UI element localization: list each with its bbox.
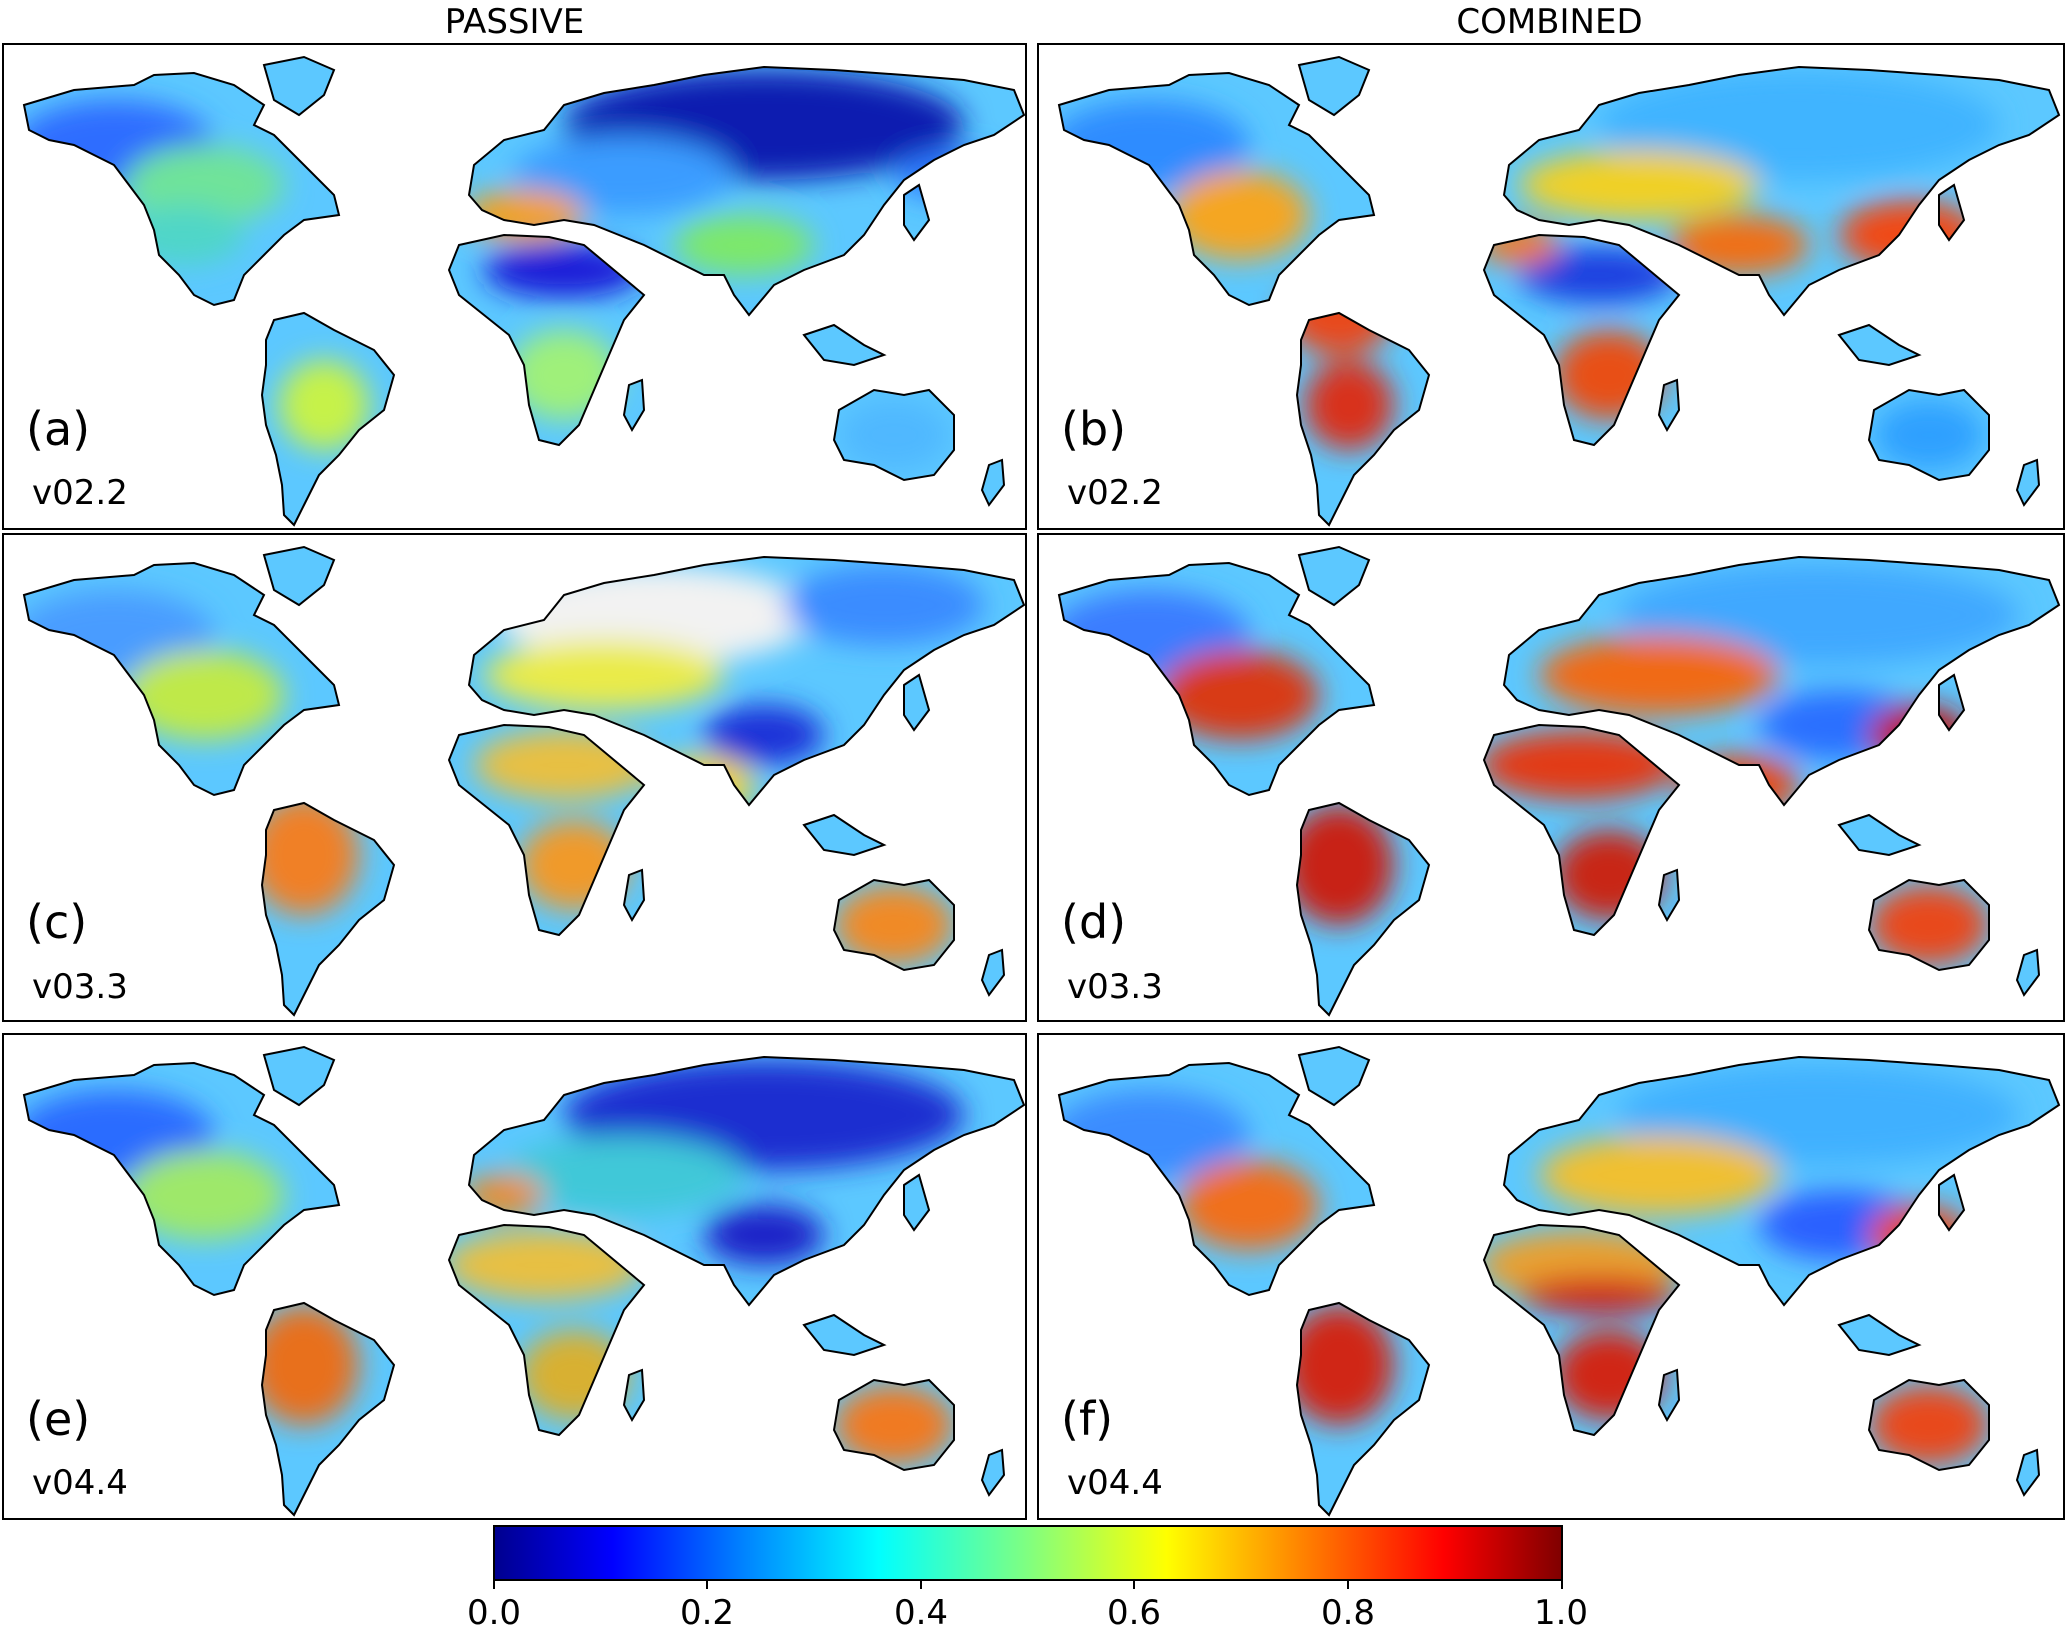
coastline-greenland <box>1297 55 1371 117</box>
version-label: v03.3 <box>32 967 128 1007</box>
coastline-madagascar <box>622 1368 646 1423</box>
map-panel-b: (b) v02.2 <box>1037 43 2065 530</box>
coastline-newZealand <box>980 948 1006 997</box>
coastline-seAsia <box>1837 813 1922 857</box>
column-title-combined: COMBINED <box>1456 2 1643 42</box>
coastline-madagascar <box>1657 1368 1681 1423</box>
coastline-africa <box>447 233 646 447</box>
coastline-eurasia <box>467 555 1025 807</box>
coastline-eurasia <box>467 65 1025 317</box>
coastline-eurasia <box>467 1055 1025 1307</box>
coastline-japan <box>1938 183 1966 242</box>
colorbar: 0.0 0.2 0.4 0.6 0.8 1.0 <box>467 1525 1588 1633</box>
coastline-japan <box>903 673 931 732</box>
coastline-madagascar <box>622 868 646 923</box>
version-label: v04.4 <box>1067 1463 1163 1503</box>
coastline-northAmerica <box>1057 1061 1376 1297</box>
coastline-australia <box>832 878 955 972</box>
coastline-japan <box>1938 1173 1966 1232</box>
coastline-northAmerica <box>22 561 341 797</box>
coastline-greenland <box>262 1045 336 1107</box>
version-label: v04.4 <box>32 1463 128 1503</box>
coastline-africa <box>1482 233 1681 447</box>
colorbar-tick <box>706 1579 708 1589</box>
coastline-northAmerica <box>1057 71 1376 307</box>
panel-label: (f) <box>1061 1392 1114 1446</box>
coastline-japan <box>903 183 931 242</box>
map-panel-e: (e) v04.4 <box>2 1033 1027 1520</box>
coastline-southAmerica <box>1295 1301 1431 1517</box>
coastline-africa <box>447 723 646 937</box>
coastline-seAsia <box>802 1313 887 1357</box>
coastline-eurasia <box>1502 555 2061 807</box>
map-panel-a: (a) v02.2 <box>2 43 1027 530</box>
colorbar-tick <box>493 1579 495 1589</box>
map-panel-c: (c) v03.3 <box>2 533 1027 1022</box>
version-label: v02.2 <box>32 473 128 513</box>
coastline-newZealand <box>2015 458 2041 507</box>
coastline-australia <box>1867 878 1990 972</box>
coastline-newZealand <box>980 1448 1006 1497</box>
coastline-africa <box>1482 1223 1681 1437</box>
panel-label: (e) <box>26 1392 91 1446</box>
colorbar-tick <box>1561 1579 1563 1589</box>
coastline-greenland <box>1297 1045 1371 1107</box>
panel-label: (c) <box>26 895 88 949</box>
coastline-seAsia <box>802 323 887 367</box>
colorbar-tick-label: 0.4 <box>893 1593 949 1633</box>
colorbar-tick <box>1347 1579 1349 1589</box>
coastline-australia <box>832 1378 955 1472</box>
coastline-greenland <box>262 55 336 117</box>
colorbar-tick-label: 0.2 <box>679 1593 735 1633</box>
coastline-seAsia <box>802 813 887 857</box>
coastline-southAmerica <box>260 1301 396 1517</box>
colorbar-tick-label: 0.6 <box>1106 1593 1162 1633</box>
coastline-newZealand <box>2015 1448 2041 1497</box>
colorbar-gradient <box>493 1525 1563 1581</box>
coastline-southAmerica <box>260 311 396 527</box>
coastline-eurasia <box>1502 1055 2061 1307</box>
version-label: v03.3 <box>1067 967 1163 1007</box>
colorbar-tick-label: 1.0 <box>1533 1593 1589 1633</box>
coastline-australia <box>832 388 955 482</box>
map-panel-f: (f) v04.4 <box>1037 1033 2065 1520</box>
coastline-southAmerica <box>1295 801 1431 1017</box>
coastline-madagascar <box>1657 868 1681 923</box>
map-panel-d: (d) v03.3 <box>1037 533 2065 1022</box>
coastline-seAsia <box>1837 323 1922 367</box>
coastline-northAmerica <box>22 1061 341 1297</box>
coastline-seAsia <box>1837 1313 1922 1357</box>
panel-label: (a) <box>26 402 91 456</box>
column-title-passive: PASSIVE <box>444 2 585 42</box>
coastline-southAmerica <box>1295 311 1431 527</box>
coastline-northAmerica <box>22 71 341 307</box>
coastline-australia <box>1867 1378 1990 1472</box>
colorbar-tick-label: 0.0 <box>466 1593 522 1633</box>
coastline-greenland <box>262 545 336 607</box>
colorbar-tick-label: 0.8 <box>1320 1593 1376 1633</box>
version-label: v02.2 <box>1067 473 1163 513</box>
coastline-japan <box>903 1173 931 1232</box>
coastline-newZealand <box>980 458 1006 507</box>
panel-label: (d) <box>1061 895 1127 949</box>
coastline-japan <box>1938 673 1966 732</box>
coastline-northAmerica <box>1057 561 1376 797</box>
coastline-madagascar <box>1657 378 1681 433</box>
coastline-madagascar <box>622 378 646 433</box>
panel-label: (b) <box>1061 402 1127 456</box>
coastline-africa <box>1482 723 1681 937</box>
coastline-eurasia <box>1502 65 2061 317</box>
colorbar-tick <box>1133 1579 1135 1589</box>
colorbar-tick <box>920 1579 922 1589</box>
coastline-africa <box>447 1223 646 1437</box>
coastline-newZealand <box>2015 948 2041 997</box>
coastline-greenland <box>1297 545 1371 607</box>
coastline-australia <box>1867 388 1990 482</box>
coastline-southAmerica <box>260 801 396 1017</box>
